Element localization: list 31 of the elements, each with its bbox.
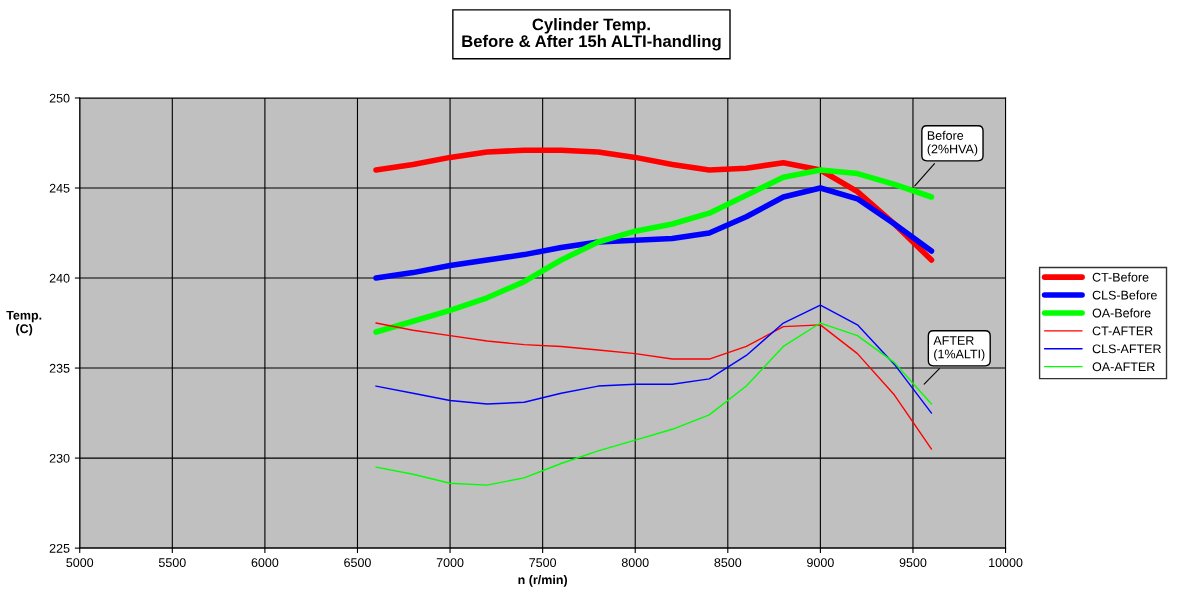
x-axis-title: n (r/min) bbox=[518, 575, 568, 587]
annotation: AFTER (1%ALTI) bbox=[933, 336, 985, 361]
x-tick-label: 7500 bbox=[529, 558, 557, 568]
legend-label: CT-Before bbox=[1092, 272, 1149, 282]
y-tick-label: 240 bbox=[49, 273, 70, 283]
x-tick-label: 6000 bbox=[251, 558, 279, 568]
y-tick-label: 225 bbox=[49, 543, 70, 553]
y-tick-label: 235 bbox=[49, 363, 70, 373]
legend-label: CLS-Before bbox=[1092, 290, 1157, 300]
line-series bbox=[375, 322, 933, 450]
x-tick-label: 8000 bbox=[621, 558, 649, 568]
x-tick-label: 5500 bbox=[158, 558, 186, 568]
x-tick-label: 7000 bbox=[436, 558, 464, 568]
x-tick-label: 6500 bbox=[344, 558, 371, 568]
chart-title: Cylinder Temp. Before & After 15h ALTI-handling bbox=[462, 18, 721, 51]
y-axis-title: Temp. (C) bbox=[6, 310, 42, 336]
x-tick-label: 5000 bbox=[66, 558, 94, 568]
legend-label: CLS-AFTER bbox=[1092, 344, 1161, 354]
y-tick-label: 230 bbox=[49, 453, 70, 463]
y-tick-label: 250 bbox=[49, 93, 70, 103]
x-tick-label: 8500 bbox=[714, 558, 742, 568]
legend-label: OA-AFTER bbox=[1092, 362, 1155, 372]
x-tick-label: 10000 bbox=[989, 558, 1023, 568]
line-series bbox=[375, 322, 933, 486]
x-tick-label: 9000 bbox=[807, 558, 834, 568]
y-tick-label: 245 bbox=[49, 183, 70, 193]
legend-label: OA-Before bbox=[1092, 308, 1151, 318]
legend-label: CT-AFTER bbox=[1092, 326, 1153, 336]
x-tick-label: 9500 bbox=[899, 558, 927, 568]
line-series bbox=[375, 304, 933, 414]
annotation: Before (2%HVA) bbox=[927, 130, 978, 156]
